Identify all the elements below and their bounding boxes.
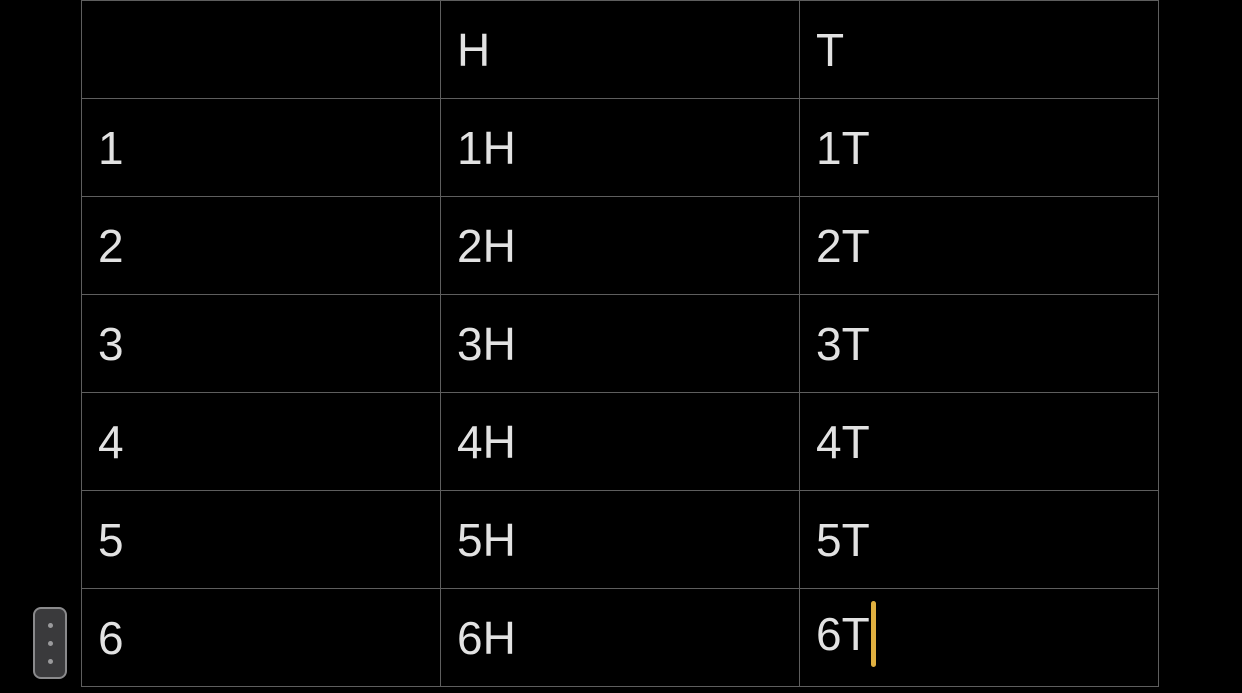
- table-cell[interactable]: 1H: [440, 98, 800, 197]
- table-row: 5 5H 5T: [81, 490, 1159, 589]
- table-cell[interactable]: 2H: [440, 196, 800, 295]
- table-cell[interactable]: 2T: [799, 196, 1159, 295]
- table-cell[interactable]: 3T: [799, 294, 1159, 393]
- table-row: 4 4H 4T: [81, 392, 1159, 491]
- table-cell[interactable]: 5: [81, 490, 441, 589]
- header-cell[interactable]: [81, 0, 441, 99]
- table-cell[interactable]: 4: [81, 392, 441, 491]
- table-cell[interactable]: 3: [81, 294, 441, 393]
- table-cell[interactable]: 3H: [440, 294, 800, 393]
- table-cell[interactable]: 1T: [799, 98, 1159, 197]
- cell-text: 6T: [816, 607, 870, 660]
- table-cell[interactable]: 4T: [799, 392, 1159, 491]
- table-cell[interactable]: 5T: [799, 490, 1159, 589]
- table-cell[interactable]: 5H: [440, 490, 800, 589]
- text-cursor: [870, 600, 876, 667]
- table-row: 3 3H 3T: [81, 294, 1159, 393]
- table-cell[interactable]: 1: [81, 98, 441, 197]
- header-cell[interactable]: T: [799, 0, 1159, 99]
- row-drag-handle[interactable]: [33, 607, 67, 679]
- table-cell[interactable]: 4H: [440, 392, 800, 491]
- table-row: 2 2H 2T: [81, 196, 1159, 295]
- table-cell[interactable]: 6H: [440, 588, 800, 687]
- table-cell-active[interactable]: 6T: [799, 588, 1159, 687]
- header-cell[interactable]: H: [440, 0, 800, 99]
- table-cell[interactable]: 2: [81, 196, 441, 295]
- table-row: 6 6H 6T: [81, 588, 1159, 687]
- data-table: H T 1 1H 1T 2 2H 2T 3 3H 3T 4 4H 4T 5 5H…: [81, 0, 1159, 687]
- table-cell[interactable]: 6: [81, 588, 441, 687]
- header-row: H T: [81, 0, 1159, 99]
- table-row: 1 1H 1T: [81, 98, 1159, 197]
